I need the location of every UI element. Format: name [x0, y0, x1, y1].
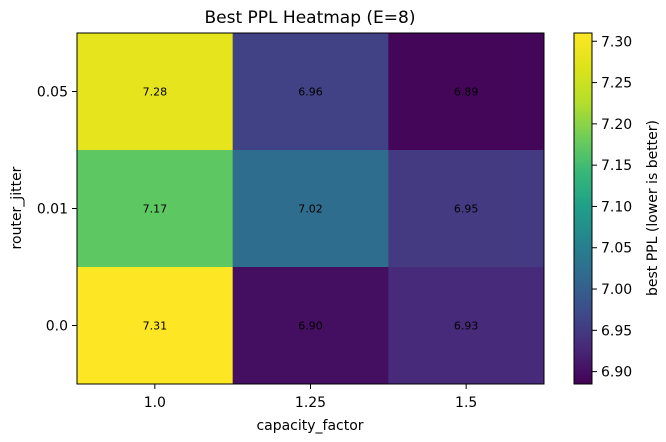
heatmap-cell	[232, 267, 389, 385]
y-tick-label: 0.05	[37, 85, 68, 101]
heatmap-cell	[77, 150, 234, 268]
y-tick-label: 0.01	[37, 202, 68, 218]
colorbar-tick-label: 7.15	[601, 158, 632, 174]
colorbar-tick-label: 6.95	[601, 323, 632, 339]
colorbar-ticks: 6.90 6.95 7.00 7.05 7.10 7.15 7.20 7.25 7.30	[592, 34, 632, 381]
y-tick-label: 0.0	[46, 319, 68, 335]
x-axis-label: capacity_factor	[256, 418, 363, 434]
x-axis-ticks: 1.0 1.25 1.5	[144, 384, 477, 411]
colorbar-tick-label: 7.20	[601, 117, 632, 133]
y-axis-ticks: 0.05 0.01 0.0	[37, 85, 77, 335]
x-tick-label: 1.0	[144, 395, 166, 411]
heatmap-cell	[232, 33, 389, 151]
colorbar-tick-label: 7.10	[601, 199, 632, 215]
colorbar-label: best PPL (lower is better)	[645, 120, 661, 296]
chart-title: Best PPL Heatmap (E=8)	[205, 8, 416, 28]
y-axis-label: router_jitter	[9, 166, 25, 249]
cell-value-label: 7.17	[143, 203, 168, 216]
heatmap-cell	[77, 267, 234, 385]
x-tick-label: 1.25	[295, 395, 326, 411]
heatmap-cells: 7.28 6.96 6.89 7.17 7.02 6.95 7.31 6.90 6.93	[77, 33, 545, 385]
heatmap-cell	[388, 150, 545, 268]
cell-value-label: 7.02	[298, 203, 323, 216]
cell-value-label: 6.90	[298, 320, 323, 333]
cell-value-label: 7.31	[143, 320, 168, 333]
colorbar-tick-label: 7.30	[601, 34, 632, 50]
colorbar-tick-label: 7.00	[601, 282, 632, 298]
heatmap-cell	[388, 267, 545, 385]
colorbar-tick-label: 6.90	[601, 365, 632, 381]
cell-value-label: 6.96	[298, 86, 323, 99]
x-tick-label: 1.5	[455, 395, 477, 411]
cell-value-label: 6.89	[454, 86, 479, 99]
cell-value-label: 6.95	[454, 203, 479, 216]
cell-value-label: 6.93	[454, 320, 479, 333]
colorbar-tick-label: 7.05	[601, 241, 632, 257]
cell-value-label: 7.28	[143, 86, 168, 99]
heatmap-cell	[77, 33, 234, 151]
heatmap-cell	[232, 150, 389, 268]
colorbar-tick-label: 7.25	[601, 76, 632, 92]
heatmap-cell	[388, 33, 545, 151]
colorbar	[573, 32, 593, 385]
